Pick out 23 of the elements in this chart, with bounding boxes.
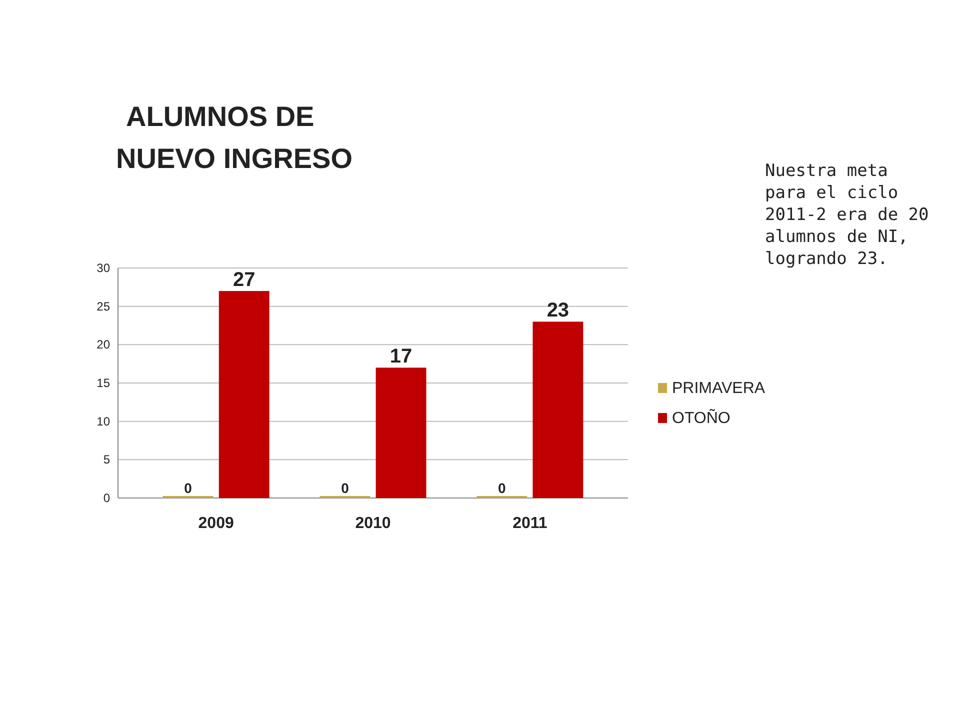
legend-label: PRIMAVERA (672, 380, 766, 397)
x-tick-label: 2011 (512, 515, 548, 532)
data-label: 27 (232, 269, 256, 291)
data-label: 0 (341, 480, 350, 496)
data-label: 17 (390, 346, 412, 368)
bar (218, 291, 270, 498)
y-tick-label: 10 (96, 414, 110, 428)
legend-label: OTOÑO (672, 408, 730, 427)
x-tick-label: 2010 (355, 515, 391, 532)
y-tick-label: 15 (96, 376, 110, 390)
data-label: 0 (498, 480, 506, 496)
y-tick-label: 30 (96, 261, 110, 275)
y-tick-label: 20 (96, 338, 110, 352)
data-label: 0 (184, 480, 192, 496)
chart-title: ALUMNOS DE NUEVO INGRESO (116, 101, 352, 174)
y-tick-label: 0 (103, 491, 110, 505)
bar (532, 322, 584, 498)
data-label: 23 (546, 300, 570, 322)
y-tick-label: 25 (96, 299, 110, 314)
x-tick-label: 2009 (198, 515, 234, 532)
y-tick-label: 5 (103, 452, 110, 467)
text: Nuestra meta para el ciclo 2011-2 era de 20 alumnos de NI, logrando 23. (765, 161, 929, 269)
bar (376, 368, 426, 498)
